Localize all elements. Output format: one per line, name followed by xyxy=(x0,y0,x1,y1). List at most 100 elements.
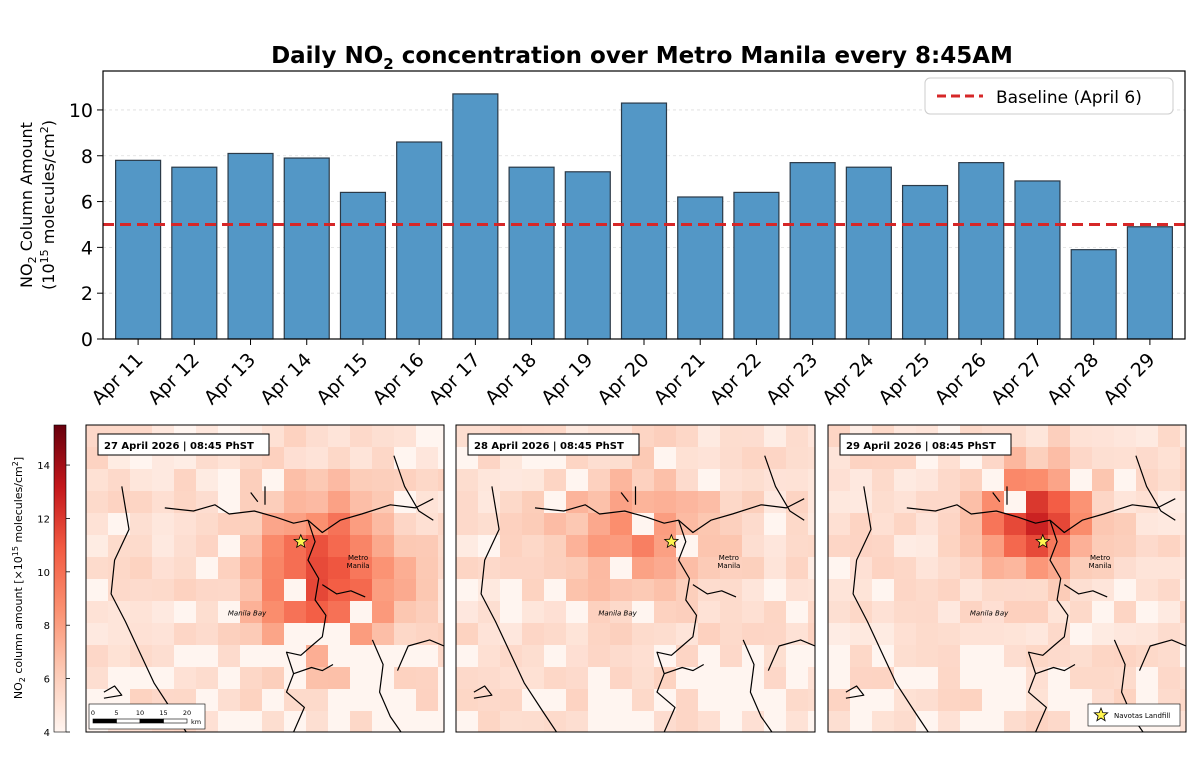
heatmap-cell xyxy=(152,535,174,557)
heatmap-cell xyxy=(872,667,894,689)
heatmap-cell xyxy=(676,645,698,667)
y-axis-label-line2: (1015 molecules/cm2) xyxy=(38,120,58,290)
heatmap-cell xyxy=(1004,601,1026,623)
x-tick-label: Apr 21 xyxy=(650,349,710,409)
heatmap-cell xyxy=(1026,557,1048,579)
heatmap-cell xyxy=(916,535,938,557)
legend-label-baseline: Baseline (April 6) xyxy=(996,88,1142,108)
heatmap-cell xyxy=(478,535,500,557)
marker-legend-label: Navotas Landfill xyxy=(1114,712,1170,720)
heatmap-cell xyxy=(982,623,1004,645)
marker-legend-box xyxy=(1087,703,1181,727)
colorbar-tick-label: 10 xyxy=(37,568,50,579)
heatmap-cell xyxy=(828,645,850,667)
heatmap-cell xyxy=(456,601,478,623)
heatmap-cell xyxy=(632,557,654,579)
heatmap-cell xyxy=(764,557,786,579)
colorbar-tick-label: 12 xyxy=(37,514,50,525)
bar xyxy=(564,171,611,340)
heatmap-cell xyxy=(262,535,284,557)
heatmap-cell xyxy=(284,447,306,469)
legend: Baseline (April 6) xyxy=(924,77,1174,115)
heatmap-cell xyxy=(742,689,764,711)
y-tick-label: 6 xyxy=(81,192,93,214)
scale-bar-tick: 10 xyxy=(136,709,144,717)
heatmap-cell xyxy=(306,491,328,513)
heatmap-cell xyxy=(872,513,894,535)
heatmap-cell xyxy=(872,469,894,491)
heatmap-cell xyxy=(544,601,566,623)
heatmap-cell xyxy=(372,601,394,623)
heatmap-cell xyxy=(306,667,328,689)
heatmap-cell xyxy=(872,535,894,557)
heatmap-cell xyxy=(1158,579,1180,601)
heatmap-cell xyxy=(720,645,742,667)
panel-title-box xyxy=(839,433,1012,456)
heatmap-cell xyxy=(240,667,262,689)
label-manila-bay: Manila Bay xyxy=(598,609,637,617)
heatmap-cell xyxy=(416,535,438,557)
heatmap-cell xyxy=(306,425,328,447)
y-axis-ticks: 0 2 4 6 8 10 xyxy=(69,100,103,351)
heatmap-cell xyxy=(218,645,240,667)
heatmap-cell xyxy=(1136,645,1158,667)
heatmap-cell xyxy=(372,579,394,601)
scale-bar-segment xyxy=(163,718,188,724)
heatmap-cell xyxy=(872,689,894,711)
heatmap-cell xyxy=(152,601,174,623)
heatmap-cell xyxy=(676,689,698,711)
heatmap-cell xyxy=(544,469,566,491)
heatmap-cell xyxy=(632,711,654,732)
heatmap-cell xyxy=(306,469,328,491)
heatmap-cell xyxy=(1026,469,1048,491)
heatmap-cell xyxy=(720,425,742,447)
heatmap-cell xyxy=(1158,645,1180,667)
heatmap-cell xyxy=(130,667,152,689)
heatmap-cell xyxy=(1048,667,1070,689)
heatmap-cell xyxy=(698,579,720,601)
heatmap-cell xyxy=(86,667,108,689)
heatmap-cell xyxy=(130,469,152,491)
heatmap-cell xyxy=(1114,447,1136,469)
heatmap-cell xyxy=(306,601,328,623)
heatmap-cell xyxy=(500,689,522,711)
heatmap-cell xyxy=(284,513,306,535)
heatmap-cell xyxy=(1070,535,1092,557)
heatmap-cell xyxy=(850,711,872,732)
coastline-path xyxy=(321,584,366,598)
heatmap-cell xyxy=(522,667,544,689)
heatmap-cell xyxy=(808,579,815,601)
heatmap-cell xyxy=(218,513,240,535)
heatmap-cell xyxy=(1092,645,1114,667)
heatmap-cell xyxy=(328,579,350,601)
heatmap-cell xyxy=(152,513,174,535)
map-panels: 27 April 2026 | 08:45 PhST Metro Manila Man… xyxy=(85,424,1187,733)
heatmap-cell xyxy=(1092,491,1114,513)
heatmap-cell xyxy=(698,623,720,645)
x-tick-label: Apr 25 xyxy=(874,349,934,409)
heatmap-cell xyxy=(982,601,1004,623)
heatmap-cell xyxy=(632,601,654,623)
heatmap-cell xyxy=(416,447,438,469)
coastline-path xyxy=(293,663,334,675)
heatmap-cell xyxy=(152,623,174,645)
heatmap-cell xyxy=(698,535,720,557)
heatmap-cell xyxy=(850,535,872,557)
heatmap-cell xyxy=(960,667,982,689)
heatmap-cell xyxy=(218,579,240,601)
heatmap-cell xyxy=(416,645,438,667)
heatmap-cell xyxy=(394,711,416,732)
label-metro-manila: Metro Manila xyxy=(347,554,370,570)
heatmap-cell xyxy=(742,513,764,535)
heatmap-cell xyxy=(742,491,764,513)
heatmap-cell xyxy=(786,447,808,469)
heatmap-cell xyxy=(1158,425,1180,447)
heatmap-cell xyxy=(1158,557,1180,579)
heatmap-cell xyxy=(522,557,544,579)
heatmap-cell xyxy=(1092,623,1114,645)
heatmap-cell xyxy=(786,667,808,689)
scale-bar-tick: 0 xyxy=(91,709,95,717)
heatmap-cell xyxy=(982,469,1004,491)
heatmap-cell xyxy=(478,601,500,623)
heatmap-cell xyxy=(894,535,916,557)
